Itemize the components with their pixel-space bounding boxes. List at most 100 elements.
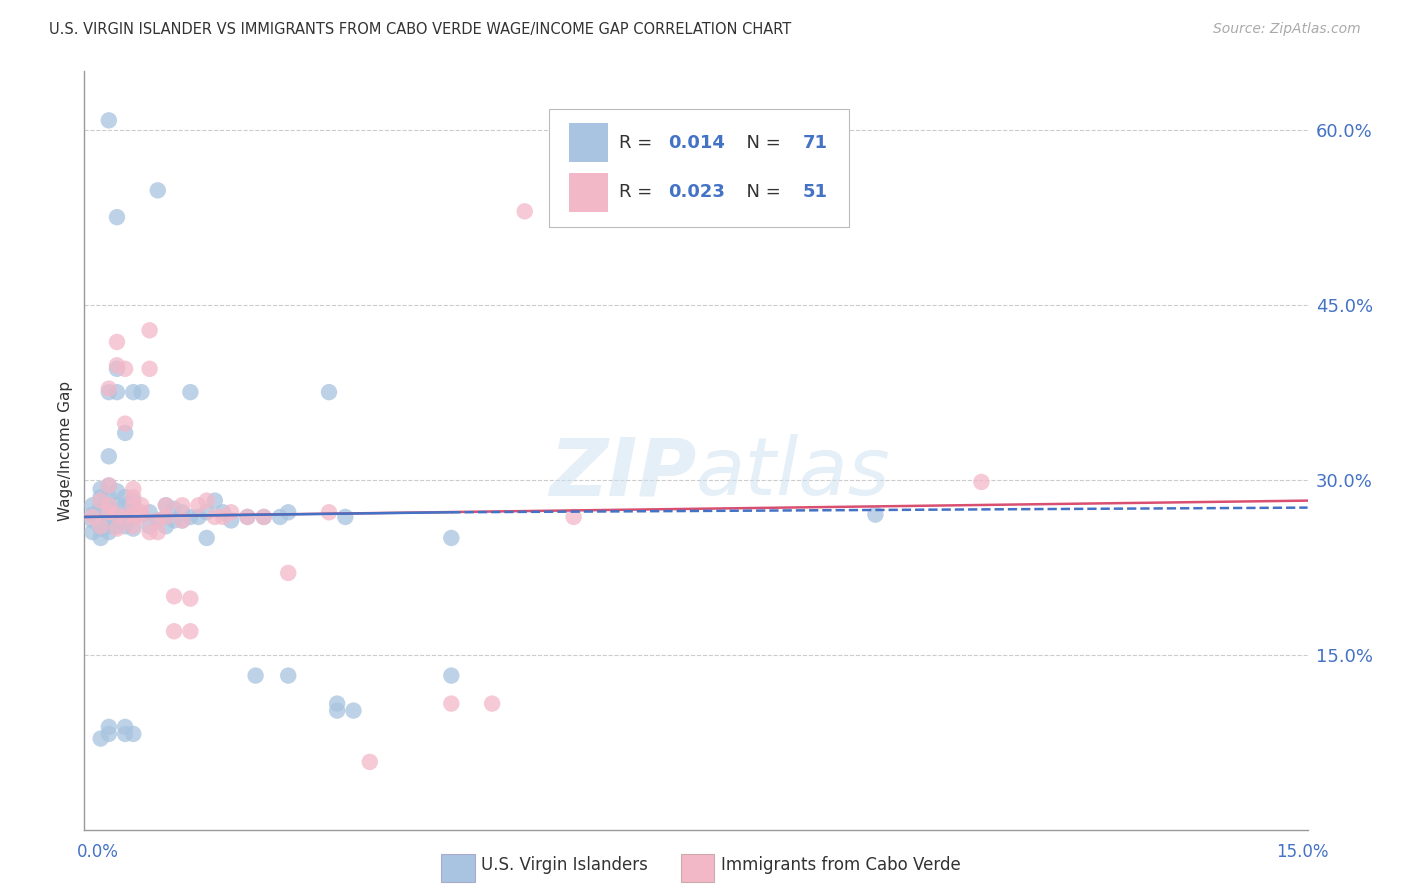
Point xyxy=(155,498,177,512)
Text: Source: ZipAtlas.com: Source: ZipAtlas.com xyxy=(1213,22,1361,37)
Text: N =: N = xyxy=(735,183,786,202)
Point xyxy=(146,513,169,527)
Point xyxy=(122,522,145,536)
Point xyxy=(195,531,218,545)
Point xyxy=(114,727,136,741)
Point xyxy=(105,385,128,400)
Point xyxy=(163,513,186,527)
Point xyxy=(212,510,235,524)
Point xyxy=(97,498,120,512)
Point xyxy=(163,589,186,603)
Point xyxy=(90,482,112,496)
Text: U.S. Virgin Islanders: U.S. Virgin Islanders xyxy=(481,856,648,874)
Point xyxy=(122,490,145,504)
Point xyxy=(326,704,349,718)
Text: 0.0%: 0.0% xyxy=(77,843,120,861)
Point xyxy=(179,510,201,524)
Point xyxy=(122,510,145,524)
Point xyxy=(97,525,120,540)
Point xyxy=(90,731,112,746)
Point xyxy=(97,113,120,128)
Point xyxy=(105,522,128,536)
Point xyxy=(97,727,120,741)
Point xyxy=(359,755,381,769)
Point xyxy=(277,505,299,519)
Point xyxy=(90,531,112,545)
Point xyxy=(97,450,120,464)
Point xyxy=(131,498,153,512)
Point xyxy=(865,508,887,522)
Point xyxy=(195,493,218,508)
Point xyxy=(440,531,463,545)
Point xyxy=(122,508,145,522)
Point xyxy=(204,510,226,524)
Point xyxy=(155,510,177,524)
Point xyxy=(97,720,120,734)
Point xyxy=(97,478,120,492)
Point xyxy=(172,498,194,512)
Point xyxy=(122,727,145,741)
Point xyxy=(335,510,357,524)
Point xyxy=(90,505,112,519)
Point xyxy=(97,478,120,492)
FancyBboxPatch shape xyxy=(569,123,607,162)
Point xyxy=(82,525,104,540)
Text: 71: 71 xyxy=(803,134,827,152)
Point xyxy=(97,505,120,519)
Point xyxy=(440,668,463,682)
Point xyxy=(131,510,153,524)
Point xyxy=(253,510,276,524)
Point xyxy=(204,493,226,508)
Point xyxy=(155,498,177,512)
Point xyxy=(122,482,145,496)
Point xyxy=(131,385,153,400)
Point xyxy=(114,510,136,524)
Text: ZIP: ZIP xyxy=(548,434,696,512)
FancyBboxPatch shape xyxy=(569,172,607,212)
Point xyxy=(90,498,112,512)
Point xyxy=(212,505,235,519)
Point xyxy=(90,493,112,508)
Point xyxy=(163,501,186,516)
Point xyxy=(114,361,136,376)
Point xyxy=(481,697,503,711)
Point xyxy=(236,510,259,524)
Point xyxy=(105,359,128,373)
Point xyxy=(440,697,463,711)
Point xyxy=(342,704,364,718)
Point xyxy=(277,668,299,682)
Point xyxy=(269,510,291,524)
Point xyxy=(122,519,145,533)
Point xyxy=(179,591,201,606)
Point xyxy=(138,525,160,540)
Point xyxy=(172,505,194,519)
Point xyxy=(318,505,340,519)
Point xyxy=(155,519,177,533)
Point xyxy=(179,385,201,400)
Point xyxy=(90,513,112,527)
Text: R =: R = xyxy=(619,183,658,202)
Point xyxy=(146,525,169,540)
Point xyxy=(122,501,145,516)
Point xyxy=(97,490,120,504)
Point xyxy=(187,498,209,512)
Point xyxy=(122,493,145,508)
Point xyxy=(195,505,218,519)
Point xyxy=(131,508,153,522)
Point xyxy=(97,519,120,533)
Point xyxy=(114,720,136,734)
Point xyxy=(82,508,104,522)
Point xyxy=(245,668,267,682)
Point xyxy=(82,513,104,527)
Point xyxy=(82,510,104,524)
Point xyxy=(90,522,112,536)
Point xyxy=(105,519,128,533)
Point xyxy=(138,323,160,337)
Point xyxy=(114,490,136,504)
Point xyxy=(105,361,128,376)
Point xyxy=(562,510,585,524)
Point xyxy=(105,508,128,522)
Point xyxy=(105,484,128,499)
Text: 51: 51 xyxy=(803,183,827,202)
FancyBboxPatch shape xyxy=(550,109,849,227)
